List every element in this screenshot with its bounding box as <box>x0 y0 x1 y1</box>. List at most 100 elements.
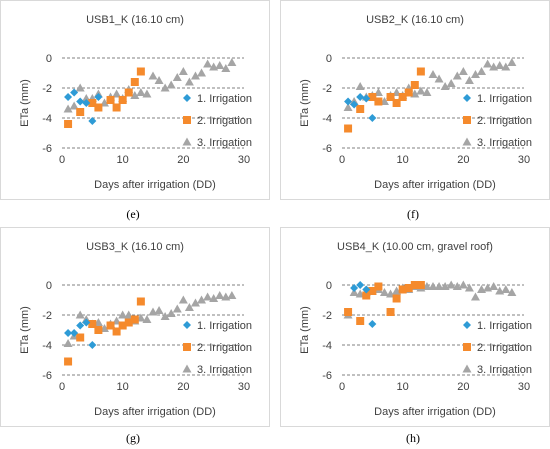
data-point-irr1 <box>82 318 91 327</box>
data-point-irr2 <box>416 281 425 289</box>
data-point-irr2 <box>94 326 103 334</box>
data-point-irr3 <box>142 89 152 98</box>
data-point-irr1 <box>344 97 353 106</box>
panel-frame <box>0 227 270 427</box>
data-point-irr2 <box>124 318 133 327</box>
chart-panel-3: USB3_K (16.10 cm) 0 -2 -4 -6 0 10 20 30 Days afte… <box>0 227 270 427</box>
data-point-irr1 <box>76 321 85 330</box>
data-point-irr3 <box>470 292 480 301</box>
data-point-irr2 <box>88 320 97 328</box>
x-tick-label: 30 <box>518 154 530 166</box>
legend-label: 2. Irrigation <box>197 115 252 127</box>
x-tick-label: 30 <box>238 154 250 166</box>
data-point-irr2 <box>130 78 139 86</box>
legend-marker-irr3 <box>182 137 192 146</box>
data-point-irr1 <box>356 93 365 101</box>
y-tick-label: 0 <box>326 280 332 292</box>
x-tick-label: 20 <box>177 381 189 393</box>
data-point-irr2 <box>410 281 419 289</box>
data-point-irr3 <box>501 285 511 293</box>
data-point-irr1 <box>368 320 377 328</box>
data-point-irr2 <box>118 321 127 330</box>
data-point-irr2 <box>112 327 121 336</box>
data-point-irr3 <box>184 77 194 86</box>
data-point-irr2 <box>112 103 121 112</box>
data-point-irr3 <box>148 71 158 80</box>
data-point-irr3 <box>428 282 438 290</box>
data-point-irr3 <box>416 86 426 95</box>
data-point-irr3 <box>477 67 487 75</box>
data-point-irr2 <box>118 96 127 104</box>
x-axis-title: Days after irrigation (DD) <box>94 179 216 191</box>
data-point-irr3 <box>470 70 480 78</box>
data-point-irr3 <box>501 62 511 71</box>
data-point-irr3 <box>507 58 517 66</box>
data-point-irr3 <box>464 283 474 292</box>
data-point-irr3 <box>160 83 170 92</box>
x-axis-title: Days after irrigation (DD) <box>94 406 216 418</box>
data-point-irr3 <box>227 58 237 66</box>
data-point-irr3 <box>118 310 128 319</box>
data-point-irr2 <box>404 284 413 292</box>
data-point-irr3 <box>434 74 444 83</box>
x-tick-label: 10 <box>117 154 129 166</box>
data-point-irr2 <box>392 99 401 107</box>
data-point-irr1 <box>362 285 371 294</box>
data-point-irr1 <box>82 99 91 107</box>
x-tick-label: 10 <box>397 381 409 393</box>
data-point-irr3 <box>154 306 164 314</box>
data-point-irr3 <box>422 88 432 96</box>
data-point-irr2 <box>76 333 85 342</box>
data-point-irr2 <box>136 67 145 76</box>
y-tick-label: -2 <box>42 83 52 95</box>
data-point-irr3 <box>215 61 225 69</box>
x-tick-label: 0 <box>59 154 65 166</box>
data-point-irr3 <box>112 89 122 98</box>
data-point-irr3 <box>197 68 207 77</box>
data-point-irr2 <box>386 93 395 101</box>
data-point-irr2 <box>106 321 115 330</box>
x-tick-label: 20 <box>177 154 189 166</box>
chart-panel-4: USB4_K (10.00 cm, gravel roof) 0 -2 -4 -6 0 10… <box>280 227 550 427</box>
data-point-irr3 <box>160 312 170 320</box>
y-axis-title: ETa (mm) <box>299 79 311 127</box>
x-tick-label: 0 <box>59 381 65 393</box>
data-point-irr1 <box>64 329 73 337</box>
data-point-irr3 <box>203 292 213 301</box>
y-tick-label: -6 <box>322 143 332 155</box>
x-tick-label: 0 <box>339 154 345 166</box>
data-point-irr3 <box>184 303 194 311</box>
data-point-irr2 <box>76 108 85 116</box>
data-point-irr3 <box>483 59 493 68</box>
panel-caption: (e) <box>126 207 139 221</box>
data-point-irr2 <box>368 93 377 101</box>
data-point-irr3 <box>495 61 505 69</box>
y-tick-label: -4 <box>322 340 332 352</box>
data-point-irr2 <box>356 317 365 325</box>
data-point-irr3 <box>154 76 164 84</box>
data-point-irr2 <box>368 287 377 295</box>
data-point-irr2 <box>64 357 73 366</box>
data-point-irr2 <box>94 103 103 112</box>
y-tick-label: -4 <box>42 113 52 125</box>
panel-title: USB1_K (16.10 cm) <box>86 14 184 26</box>
data-point-irr3 <box>190 298 200 307</box>
data-point-irr3 <box>489 282 499 290</box>
legend-marker-irr1 <box>183 321 191 329</box>
x-tick-label: 30 <box>238 381 250 393</box>
legend-marker-irr3 <box>462 137 472 146</box>
legend-label: 3. Irrigation <box>477 137 532 149</box>
data-point-irr3 <box>452 71 462 80</box>
data-point-irr3 <box>136 88 146 96</box>
y-axis-title: ETa (mm) <box>299 306 311 354</box>
data-point-irr1 <box>356 281 365 289</box>
data-point-irr2 <box>374 282 383 291</box>
legend-label: 3. Irrigation <box>197 364 252 376</box>
data-point-irr2 <box>88 99 97 107</box>
legend-label: 1. Irrigation <box>477 320 532 332</box>
legend-label: 2. Irrigation <box>477 342 532 354</box>
data-point-irr3 <box>209 294 219 302</box>
data-point-irr3 <box>428 70 438 78</box>
x-tick-label: 10 <box>397 154 409 166</box>
